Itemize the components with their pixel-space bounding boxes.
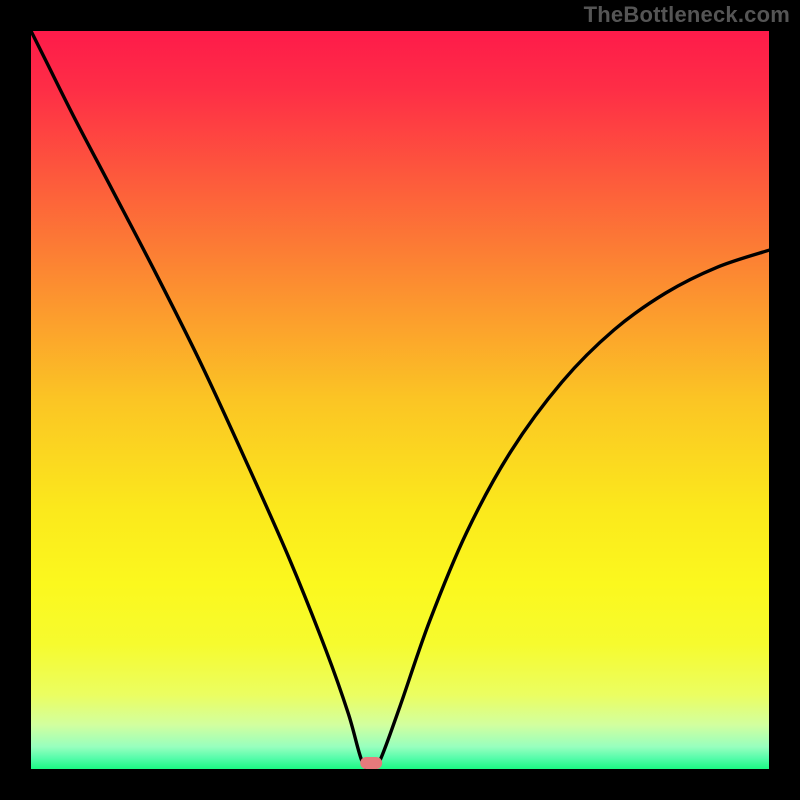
optimal-marker	[360, 757, 382, 769]
chart-container: TheBottleneck.com	[0, 0, 800, 800]
gradient-background	[31, 31, 769, 769]
chart-svg	[0, 0, 800, 800]
